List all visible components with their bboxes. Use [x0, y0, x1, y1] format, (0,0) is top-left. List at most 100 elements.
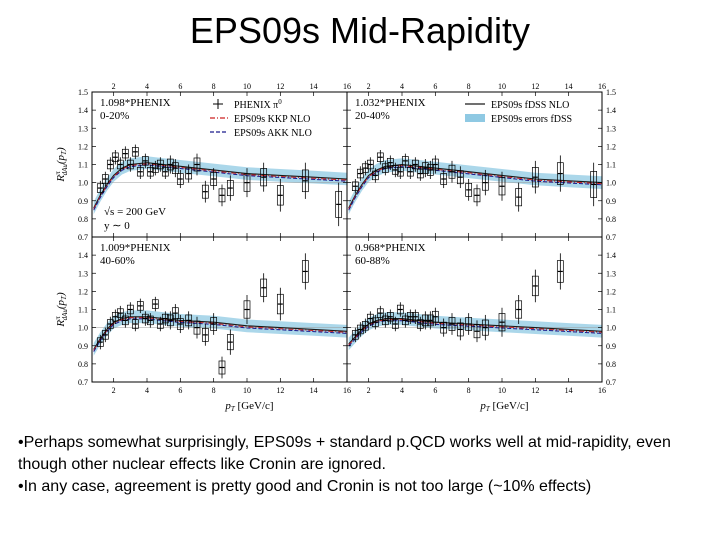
- y-tick-label: 0.7: [78, 233, 88, 242]
- panel-label: 1.009*PHENIX: [100, 242, 171, 254]
- y-tick-label: 1.3: [78, 124, 88, 133]
- legend-label: EPS09s errors fDSS: [491, 114, 572, 125]
- x-tick-label: 2: [112, 82, 116, 91]
- x-tick-label: 8: [212, 82, 216, 91]
- x-tick-label: 6: [433, 82, 437, 91]
- y-tick-label: 1.1: [606, 306, 616, 315]
- x-tick-label: 14: [565, 82, 573, 91]
- y-tick-label: 0.8: [606, 360, 616, 369]
- error-band: [348, 158, 602, 215]
- y-tick-label: 1.5: [606, 88, 616, 97]
- y-tick-label: 1.0: [78, 179, 88, 188]
- y-tick-label: 1.4: [78, 251, 88, 260]
- y-tick-label: 0.7: [606, 233, 616, 242]
- x-tick-label: 10: [243, 386, 251, 395]
- legend-label: EPS09s fDSS NLO: [491, 100, 569, 111]
- x-tick-label: 16: [598, 386, 606, 395]
- panel-centrality: 20-40%: [355, 110, 390, 122]
- x-tick-label: 8: [467, 386, 471, 395]
- y-tick-label: 1.1: [78, 161, 88, 170]
- x-tick-label: 12: [276, 82, 284, 91]
- x-tick-label: 8: [212, 386, 216, 395]
- y-tick-label: 0.8: [606, 215, 616, 224]
- panel-centrality: 0-20%: [100, 110, 129, 122]
- y-tick-label: 0.9: [606, 342, 616, 351]
- y-tick-label: 1.2: [606, 142, 616, 151]
- y-tick-label: 1.5: [78, 88, 88, 97]
- y-tick-label: 1.4: [78, 106, 88, 115]
- x-tick-label: 4: [400, 386, 404, 395]
- y-tick-label: 1.4: [606, 251, 616, 260]
- y-tick-label: 0.9: [78, 197, 88, 206]
- panel-label: 0.968*PHENIX: [355, 242, 426, 254]
- y-tick-label: 0.9: [78, 342, 88, 351]
- x-tick-label: 2: [112, 386, 116, 395]
- x-tick-label: 10: [243, 82, 251, 91]
- x-tick-label: 10: [498, 82, 506, 91]
- x-tick-label: 10: [498, 386, 506, 395]
- x-tick-label: 12: [531, 82, 539, 91]
- x-tick-label: 6: [178, 386, 182, 395]
- x-tick-label: 14: [565, 386, 573, 395]
- legend-left: PHENIX π0 EPS09s KKP NLO EPS09s AKK NLO: [210, 98, 312, 139]
- y-tick-label: 1.4: [606, 106, 616, 115]
- x-tick-label: 16: [598, 82, 606, 91]
- x-tick-label: 6: [433, 386, 437, 395]
- x-tick-label: 14: [310, 82, 318, 91]
- y-tick-label: 0.8: [78, 360, 88, 369]
- y-tick-label: 1.1: [606, 161, 616, 170]
- y-tick-label: 0.8: [78, 215, 88, 224]
- legend-label: EPS09s AKK NLO: [234, 128, 312, 139]
- rapidity-note: y ∼ 0: [104, 220, 130, 232]
- x-tick-label: 12: [531, 386, 539, 395]
- y-tick-label: 1.3: [78, 269, 88, 278]
- bullet-list: •Perhaps somewhat surprisingly, EPS09s +…: [18, 432, 708, 498]
- y-tick-label: 1.3: [606, 269, 616, 278]
- y-tick-label: 1.3: [606, 124, 616, 133]
- x-tick-label: 8: [467, 82, 471, 91]
- legend-swatch: [465, 114, 485, 122]
- x-tick-label: 12: [276, 386, 284, 395]
- y-axis-label: RπdAu(pT): [54, 292, 69, 328]
- axes-text-layer: 0.70.80.91.01.11.21.31.41.50.70.80.91.01…: [54, 82, 616, 413]
- panel-label: 1.032*PHENIX: [355, 97, 426, 109]
- legend-label: PHENIX π0: [234, 98, 282, 111]
- y-tick-label: 0.7: [78, 378, 88, 387]
- x-tick-label: 2: [367, 386, 371, 395]
- y-tick-label: 1.2: [78, 142, 88, 151]
- y-tick-label: 0.9: [606, 197, 616, 206]
- x-tick-label: 4: [145, 386, 149, 395]
- panel-centrality: 60-88%: [355, 255, 390, 267]
- bullet-item: •In any case, agreement is pretty good a…: [18, 478, 592, 495]
- x-tick-label: 14: [310, 386, 318, 395]
- y-tick-label: 1.2: [606, 287, 616, 296]
- legend-label: EPS09s KKP NLO: [234, 114, 310, 125]
- energy-note: √s = 200 GeV: [104, 206, 166, 218]
- y-tick-label: 1.0: [78, 324, 88, 333]
- y-tick-label: 1.2: [78, 287, 88, 296]
- x-tick-label: 4: [400, 82, 404, 91]
- x-tick-label: 4: [145, 82, 149, 91]
- error-band: [93, 156, 347, 215]
- y-axis-label: RπdAu(pT): [54, 147, 69, 183]
- legend-right: EPS09s fDSS NLO EPS09s errors fDSS: [465, 100, 572, 125]
- x-axis-label: pT [GeV/c]: [224, 400, 273, 413]
- bullet-item: •Perhaps somewhat surprisingly, EPS09s +…: [18, 434, 671, 473]
- x-axis-label: pT [GeV/c]: [479, 400, 528, 413]
- panel-label: 1.098*PHENIX: [100, 97, 171, 109]
- x-tick-label: 2: [367, 82, 371, 91]
- y-tick-label: 1.0: [606, 324, 616, 333]
- y-tick-label: 0.7: [606, 378, 616, 387]
- x-tick-label: 16: [343, 82, 351, 91]
- slide-title: EPS09s Mid-Rapidity: [189, 10, 531, 51]
- panel-centrality: 40-60%: [100, 255, 135, 267]
- y-tick-label: 1.0: [606, 179, 616, 188]
- x-tick-label: 6: [178, 82, 182, 91]
- y-tick-label: 1.1: [78, 306, 88, 315]
- x-tick-label: 16: [343, 386, 351, 395]
